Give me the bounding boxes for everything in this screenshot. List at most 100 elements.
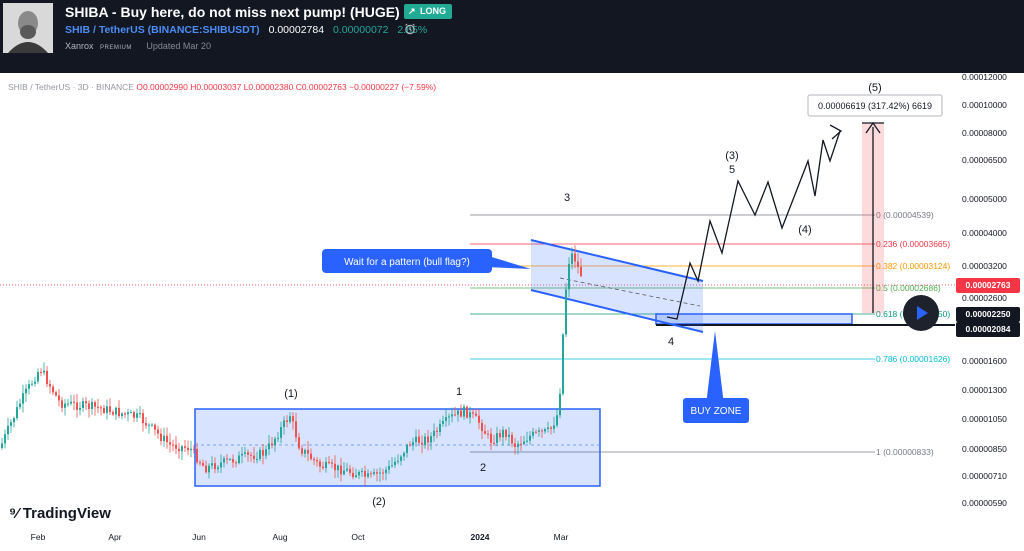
y-tick-label: 0.00003200 — [962, 261, 1007, 271]
candle-body — [145, 423, 147, 426]
ohlc-low: L0.00002380 — [243, 82, 294, 92]
accumulation-box — [194, 408, 601, 487]
candle-body — [469, 412, 471, 418]
candle-body — [130, 412, 132, 414]
bull-flag-midline — [559, 277, 701, 307]
bull-flag-callout — [322, 249, 492, 273]
candle-body — [493, 442, 495, 444]
candle-body — [34, 381, 36, 384]
candle-body — [481, 422, 483, 432]
candle-body — [508, 434, 510, 437]
candle-body — [115, 407, 117, 415]
x-tick-label: Jun — [192, 532, 206, 542]
y-tick-label: 0.00000850 — [962, 444, 1007, 454]
candle-body — [463, 406, 465, 417]
candle-body — [73, 401, 75, 403]
candle-body — [337, 465, 339, 471]
bull-flag-callout-pointer — [485, 255, 531, 269]
candle-body — [361, 471, 363, 473]
play-button[interactable] — [903, 295, 939, 331]
ohlc-high: H0.00003037 — [190, 82, 242, 92]
candle-body — [88, 403, 90, 409]
candle-body — [25, 388, 27, 394]
author-avatar[interactable] — [3, 3, 53, 53]
candle-body — [475, 413, 477, 416]
candle-body — [160, 433, 162, 441]
wave-label: (4) — [798, 224, 811, 236]
candle-body — [568, 263, 570, 290]
fib-level-label: 0.5 (0.00002686) — [876, 283, 941, 293]
candle-body — [280, 427, 282, 438]
candle-body — [259, 449, 261, 460]
candle-body — [532, 431, 534, 436]
price-change-pct: 2.65% — [397, 24, 428, 36]
current-price-badge — [956, 278, 1020, 293]
candle-body — [67, 403, 69, 405]
candle-body — [187, 447, 189, 451]
candle-body — [379, 472, 381, 474]
candle-body — [484, 431, 486, 434]
updated-date: Updated Mar 20 — [146, 41, 211, 51]
candle-body — [454, 414, 456, 416]
candle-body — [298, 437, 300, 449]
candle-body — [316, 460, 318, 462]
trend-up-icon: ↗ — [408, 6, 416, 16]
fib-level-label: 0.236 (0.00003665) — [876, 239, 950, 249]
candle-body — [22, 393, 24, 404]
candle-body — [295, 421, 297, 438]
y-tick-label: 0.00001300 — [962, 385, 1007, 395]
candle-body — [478, 415, 480, 423]
tradingview-logo[interactable]: ⁹⁄ TradingView — [9, 505, 111, 522]
candle-body — [529, 435, 531, 441]
candle-body — [70, 401, 72, 404]
buy-zone-callout — [683, 398, 749, 423]
candle-body — [40, 371, 42, 373]
zone-bottom-badge-label: 0.00002084 — [966, 324, 1011, 334]
candle-body — [322, 466, 324, 469]
candle-body — [556, 415, 558, 426]
current-price-badge-label: 0.00002763 — [966, 280, 1011, 290]
price-chart[interactable]: 0 (0.00004539) 0.236 (0.00003665) 0.382 (0… — [0, 73, 1024, 551]
candle-body — [514, 443, 516, 448]
candle-body — [496, 433, 498, 444]
candle-body — [142, 413, 144, 424]
y-tick-label: 0.00006500 — [962, 155, 1007, 165]
ohlc-change: −0.00000227 (−7.59%) — [349, 82, 437, 92]
alarm-clock-icon[interactable] — [404, 23, 416, 35]
candle-body — [58, 395, 60, 401]
candle-body — [511, 434, 513, 444]
candle-body — [550, 427, 552, 429]
candle-body — [43, 370, 45, 373]
wave-label: 2 — [480, 462, 486, 474]
zone-bottom-badge — [956, 322, 1020, 337]
exchange-link[interactable]: (BINANCE:SHIBUSDT) — [147, 24, 260, 36]
ohlc-open: O0.00002990 — [136, 82, 188, 92]
candle-body — [241, 453, 243, 456]
candle-body — [13, 418, 15, 423]
candle-body — [253, 455, 255, 460]
candle-body — [133, 412, 135, 418]
buy-zone-underline — [656, 324, 955, 326]
candle-body — [286, 420, 288, 422]
candle-body — [562, 334, 564, 394]
candle-body — [226, 458, 228, 460]
candle-body — [19, 403, 21, 408]
candle-body — [574, 253, 576, 262]
author-name[interactable]: Xanrox — [65, 41, 94, 51]
candle-body — [505, 429, 507, 437]
candle-body — [199, 462, 201, 464]
candle-body — [571, 253, 573, 264]
wave-label: 3 — [564, 192, 570, 204]
candle-body — [340, 465, 342, 475]
author-tier: PREMIUM — [100, 45, 132, 51]
chart-area[interactable]: 0 (0.00004539) 0.236 (0.00003665) 0.382 (0… — [0, 73, 1024, 551]
fib-level-label: 0.382 (0.00003124) — [876, 261, 950, 271]
bull-flag-lower-line — [530, 289, 704, 333]
candle-body — [238, 455, 240, 464]
candle-body — [388, 466, 390, 470]
x-tick-label: Aug — [272, 532, 287, 542]
candle-body — [397, 460, 399, 462]
x-tick-label: Feb — [31, 532, 46, 542]
symbol-link[interactable]: SHIB / TetherUS — [65, 24, 145, 36]
candle-body — [208, 465, 210, 473]
